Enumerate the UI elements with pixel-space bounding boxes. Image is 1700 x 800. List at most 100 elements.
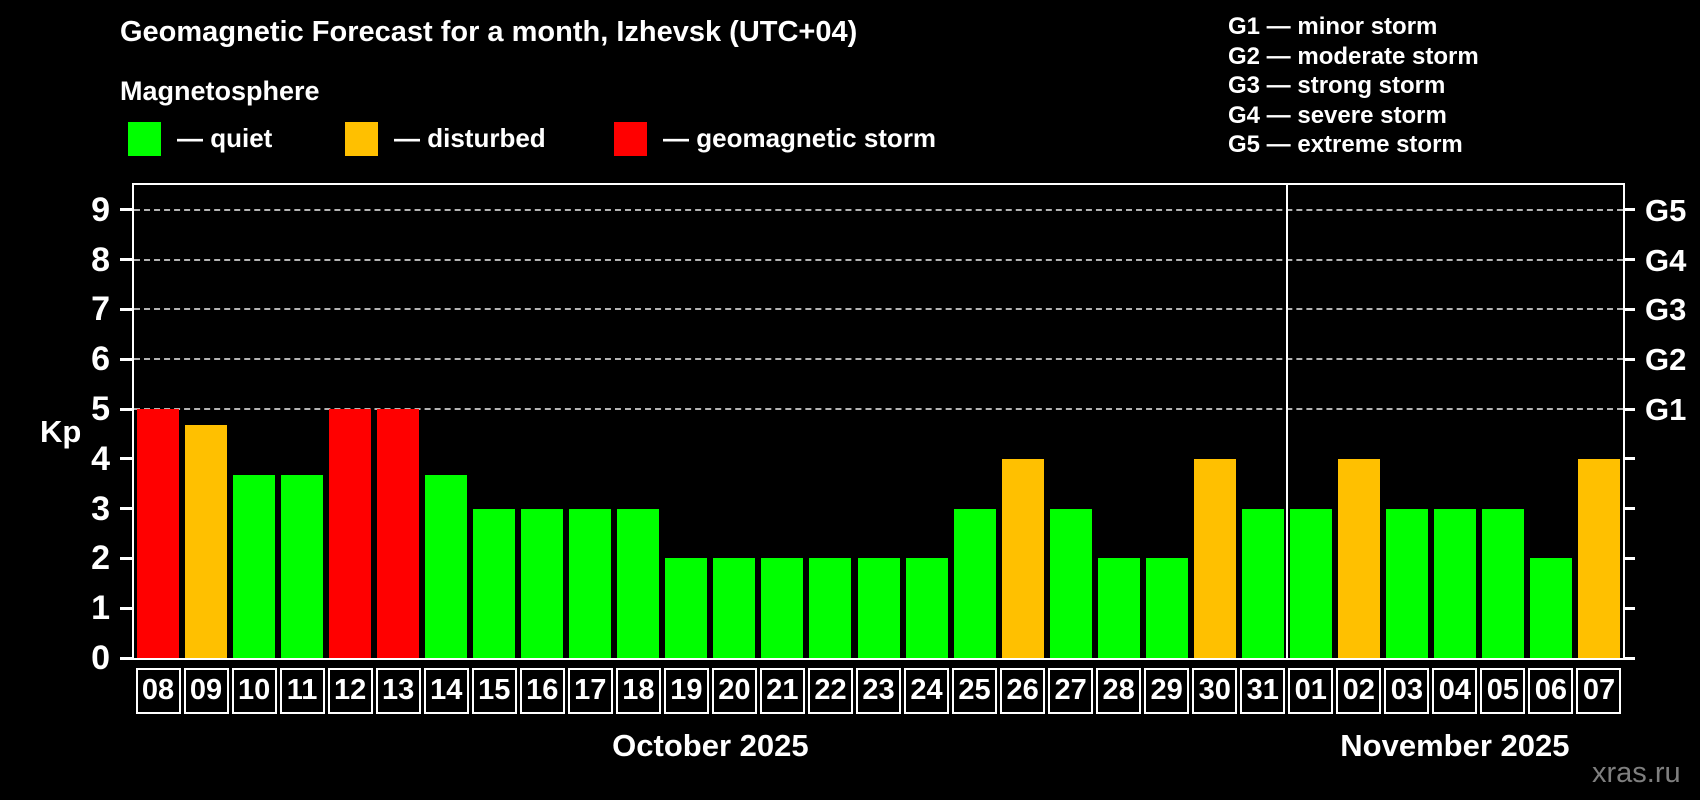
kp-bar-october-09 bbox=[185, 425, 228, 658]
right-tick-8 bbox=[1623, 258, 1635, 262]
date-cell-october-26: 26 bbox=[1000, 668, 1046, 714]
left-tick-8 bbox=[120, 258, 132, 262]
page-title: Geomagnetic Forecast for a month, Izhevs… bbox=[120, 16, 858, 48]
kp-bar-november-07 bbox=[1577, 458, 1620, 658]
ytick-label-0: 0 bbox=[91, 639, 110, 677]
kp-bar-october-25 bbox=[953, 508, 996, 658]
right-tick-2 bbox=[1623, 556, 1635, 560]
kp-bar-october-22 bbox=[809, 558, 852, 658]
kp-bar-october-10 bbox=[233, 475, 276, 658]
ytick-label-1: 1 bbox=[91, 589, 110, 628]
date-cell-october-16: 16 bbox=[519, 668, 565, 714]
left-tick-3 bbox=[120, 507, 132, 511]
ytick-label-7: 7 bbox=[91, 290, 110, 329]
date-cell-october-18: 18 bbox=[615, 668, 661, 714]
kp-bar-november-03 bbox=[1385, 508, 1428, 658]
right-tick-7 bbox=[1623, 307, 1635, 311]
g-axis-label-g1: G1 bbox=[1645, 392, 1687, 428]
date-cell-october-23: 23 bbox=[855, 668, 901, 714]
gridline-kp7 bbox=[134, 308, 1623, 311]
date-cell-october-17: 17 bbox=[567, 668, 613, 714]
kp-bar-october-13 bbox=[377, 409, 420, 658]
g-scale-legend: G1 — minor storm G2 — moderate storm G3 — … bbox=[1228, 12, 1479, 160]
g-legend-line-3: G3 — strong storm bbox=[1228, 72, 1446, 99]
kp-bar-october-11 bbox=[281, 475, 324, 658]
ytick-label-3: 3 bbox=[91, 489, 110, 528]
g-legend-line-4: G4 — severe storm bbox=[1228, 101, 1447, 129]
right-tick-0 bbox=[1623, 656, 1635, 660]
date-cell-november-03: 03 bbox=[1384, 668, 1430, 714]
gridline-kp5 bbox=[134, 408, 1623, 411]
left-tick-9 bbox=[120, 208, 132, 212]
kp-bar-october-08 bbox=[137, 409, 180, 658]
date-cell-october-09: 09 bbox=[183, 668, 229, 714]
legend-label-quiet: — quiet bbox=[177, 123, 273, 153]
plot-inner bbox=[134, 185, 1623, 658]
g-legend-line-5: G5 — extreme storm bbox=[1228, 131, 1463, 158]
date-cell-october-19: 19 bbox=[663, 668, 709, 714]
right-tick-5 bbox=[1623, 407, 1635, 411]
kp-bar-october-29 bbox=[1145, 558, 1188, 658]
legend-label-disturbed: — disturbed bbox=[394, 123, 546, 153]
date-cell-october-15: 15 bbox=[471, 668, 517, 714]
kp-bar-november-05 bbox=[1481, 508, 1524, 658]
right-tick-1 bbox=[1623, 606, 1635, 610]
kp-bar-october-14 bbox=[425, 475, 468, 658]
kp-bar-october-18 bbox=[617, 508, 660, 658]
date-cell-october-24: 24 bbox=[904, 668, 950, 714]
kp-bar-october-23 bbox=[857, 558, 900, 658]
date-cell-october-13: 13 bbox=[375, 668, 421, 714]
ytick-label-4: 4 bbox=[91, 439, 110, 478]
legend-swatch-storm-icon bbox=[614, 121, 647, 156]
left-tick-0 bbox=[120, 656, 132, 660]
g-legend-line-2: G2 — moderate storm bbox=[1228, 42, 1479, 70]
date-cell-october-28: 28 bbox=[1096, 668, 1142, 714]
left-tick-1 bbox=[120, 606, 132, 610]
kp-bar-october-12 bbox=[329, 409, 372, 658]
g-axis-label-g4: G4 bbox=[1645, 242, 1687, 278]
legend-item-quiet: — quiet bbox=[128, 120, 272, 157]
ytick-label-6: 6 bbox=[91, 340, 110, 379]
chart-subtitle: Magnetosphere bbox=[120, 76, 320, 106]
left-tick-2 bbox=[120, 556, 132, 560]
date-axis: 08 09 10 11 12 13 14 15 16 17 18 19 20 21 22 23 24 25 26 27… bbox=[134, 668, 1623, 714]
date-cell-october-25: 25 bbox=[952, 668, 998, 714]
gridline-kp6 bbox=[134, 358, 1623, 361]
legend-swatch-quiet-icon bbox=[128, 121, 161, 156]
kp-bar-october-26 bbox=[1001, 458, 1044, 658]
kp-bar-october-17 bbox=[569, 508, 612, 658]
left-tick-4 bbox=[120, 457, 132, 461]
kp-bar-november-06 bbox=[1529, 558, 1572, 658]
date-cell-november-07: 07 bbox=[1576, 668, 1622, 714]
date-cell-october-12: 12 bbox=[327, 668, 373, 714]
kp-bar-november-02 bbox=[1337, 458, 1380, 658]
gridline-kp9 bbox=[134, 208, 1623, 211]
date-cell-october-10: 10 bbox=[231, 668, 277, 714]
plot-area bbox=[132, 183, 1625, 660]
g-legend-line-1: G1 — minor storm bbox=[1228, 13, 1438, 40]
ytick-label-8: 8 bbox=[91, 240, 110, 279]
date-cell-october-22: 22 bbox=[807, 668, 853, 714]
legend-item-disturbed: — disturbed bbox=[345, 120, 546, 157]
date-cell-october-27: 27 bbox=[1048, 668, 1094, 714]
kp-bar-october-28 bbox=[1097, 558, 1140, 658]
kp-bar-october-21 bbox=[761, 558, 804, 658]
date-cell-november-05: 05 bbox=[1480, 668, 1526, 714]
right-tick-3 bbox=[1623, 507, 1635, 511]
date-cell-october-21: 21 bbox=[759, 668, 805, 714]
date-cell-october-11: 11 bbox=[279, 668, 325, 714]
date-cell-october-20: 20 bbox=[711, 668, 757, 714]
kp-bar-october-20 bbox=[713, 558, 756, 658]
left-tick-6 bbox=[120, 357, 132, 361]
month-label-october: October 2025 bbox=[612, 728, 809, 763]
kp-bar-october-31 bbox=[1241, 508, 1284, 658]
month-label-november: November 2025 bbox=[1340, 728, 1570, 763]
date-cell-november-02: 02 bbox=[1336, 668, 1382, 714]
date-cell-november-06: 06 bbox=[1528, 668, 1574, 714]
left-tick-7 bbox=[120, 307, 132, 311]
date-cell-november-04: 04 bbox=[1432, 668, 1478, 714]
date-cell-november-01: 01 bbox=[1288, 668, 1334, 714]
left-tick-5 bbox=[120, 407, 132, 411]
right-tick-4 bbox=[1623, 457, 1635, 461]
